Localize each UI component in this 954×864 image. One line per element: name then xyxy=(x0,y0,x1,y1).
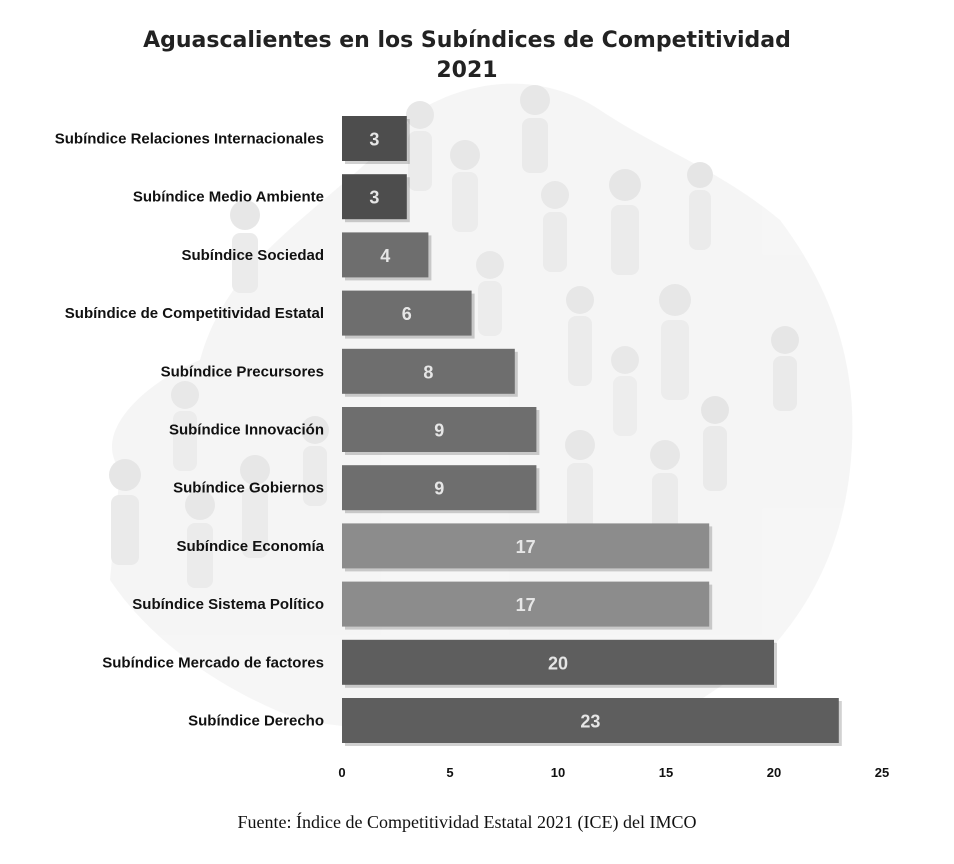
bar-value-label: 9 xyxy=(434,421,444,441)
bar xyxy=(342,348,515,394)
bar xyxy=(342,639,774,685)
category-label: Subíndice Mercado de factores xyxy=(102,654,324,671)
bar-value-label: 17 xyxy=(516,537,536,557)
category-label: Subíndice Medio Ambiente xyxy=(133,189,324,206)
bar xyxy=(342,581,710,627)
bar xyxy=(342,407,537,452)
category-label: Subíndice Derecho xyxy=(188,713,324,730)
category-label: Subíndice Precursores xyxy=(161,363,324,380)
bar xyxy=(342,174,407,220)
bar-value-label: 3 xyxy=(369,188,379,208)
category-labels-layer: Subíndice Relaciones Internacionales Subí… xyxy=(55,131,325,730)
bars-layer: 3 3 4 6 8 9 9 17 17 20 23 xyxy=(342,116,842,746)
x-tick-label: 5 xyxy=(446,765,453,780)
category-label: Subíndice Relaciones Internacionales xyxy=(55,131,324,148)
bar-value-label: 6 xyxy=(402,304,412,324)
bar-value-label: 4 xyxy=(380,246,390,266)
source-note: Fuente: Índice de Competitividad Estatal… xyxy=(237,812,697,832)
bar-value-label: 20 xyxy=(548,653,568,673)
bar xyxy=(342,116,407,161)
bar xyxy=(342,698,839,743)
chart-title-line-2: 2021 xyxy=(436,58,497,83)
x-tick-label: 20 xyxy=(767,765,781,780)
category-label: Subíndice Sistema Político xyxy=(132,596,324,613)
bar-value-label: 17 xyxy=(516,595,536,615)
bar-value-label: 23 xyxy=(580,712,600,732)
bar xyxy=(342,465,537,511)
bar-value-label: 9 xyxy=(434,479,444,499)
x-tick-label: 25 xyxy=(875,765,889,780)
x-tick-label: 10 xyxy=(551,765,565,780)
category-label: Subíndice Economía xyxy=(176,538,324,555)
bar-value-label: 8 xyxy=(423,362,433,382)
category-label: Subíndice Sociedad xyxy=(181,247,324,264)
chart-title-line-1: Aguascalientes en los Subíndices de Comp… xyxy=(143,28,791,53)
bar xyxy=(342,232,429,278)
bar xyxy=(342,290,472,336)
x-axis-ticks-layer: 0 5 10 15 20 25 xyxy=(338,765,889,780)
category-label: Subíndice Innovación xyxy=(169,422,324,439)
bar xyxy=(342,523,710,569)
x-tick-label: 15 xyxy=(659,765,673,780)
bar-value-label: 3 xyxy=(369,130,379,150)
category-label: Subíndice de Competitividad Estatal xyxy=(65,305,324,322)
x-tick-label: 0 xyxy=(338,765,345,780)
category-label: Subíndice Gobiernos xyxy=(173,480,324,497)
